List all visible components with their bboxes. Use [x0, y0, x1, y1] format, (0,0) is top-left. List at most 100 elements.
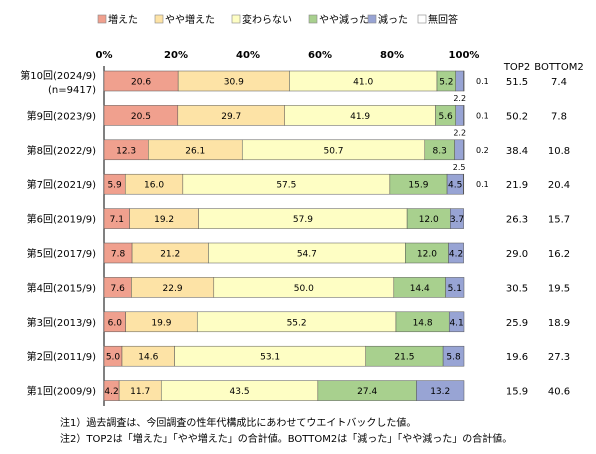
column-header-top2: TOP2 — [503, 62, 530, 73]
bar-segment-5 — [463, 105, 465, 126]
column-value-bottom2: 27.3 — [548, 352, 570, 363]
column-value-top2: 29.0 — [506, 249, 528, 260]
bar-segment-4 — [448, 242, 464, 264]
bar-segment-4 — [445, 277, 465, 298]
bar-segment-5 — [463, 139, 465, 161]
data-label: 12.3 — [116, 146, 136, 156]
data-label: 15.9 — [408, 181, 428, 191]
data-label: 5.0 — [106, 353, 121, 363]
bar-segment-4 — [455, 70, 464, 92]
legend-label-2: 変わらない — [242, 13, 292, 26]
data-label: 53.1 — [260, 353, 280, 363]
category-label: 第10回(2024/9) — [20, 69, 96, 82]
column-value-bottom2: 7.8 — [551, 111, 567, 122]
bar-segment-4 — [450, 208, 464, 229]
column-value-bottom2: 40.6 — [548, 387, 570, 398]
legend-swatch-1 — [154, 14, 164, 24]
x-tick-label: 40% — [236, 50, 260, 61]
legend-label-5: 無回答 — [428, 13, 458, 26]
data-label: 41.9 — [350, 112, 370, 122]
x-tick-label: 80% — [380, 50, 404, 61]
data-label: 54.7 — [297, 250, 317, 260]
category-label: 第1回(2009/9) — [27, 385, 96, 398]
note-2: 注2）TOP2は「増えた」「やや増えた」の合計値。BOTTOM2は「減った」「や… — [60, 434, 513, 445]
data-label: 21.2 — [160, 250, 180, 260]
data-label: 19.9 — [151, 318, 171, 328]
data-label: 41.0 — [353, 78, 373, 88]
data-label: 20.5 — [131, 112, 151, 122]
data-label: 29.7 — [221, 112, 241, 122]
data-label: 57.5 — [276, 181, 296, 191]
category-label: 第8回(2022/9) — [27, 144, 96, 157]
data-label: 3.7 — [450, 215, 464, 225]
x-tick-label: 100% — [449, 50, 480, 61]
bar-segment-5 — [463, 173, 465, 195]
legend-label-4: 減った — [378, 13, 408, 26]
x-tick-label: 60% — [308, 50, 332, 61]
legend-label-3: やや減った — [319, 13, 369, 26]
column-value-top2: 30.5 — [506, 283, 528, 294]
data-label: 5.1 — [448, 284, 462, 294]
data-label: 4.5 — [448, 181, 462, 191]
bar-segment-4 — [416, 380, 465, 401]
data-label: 30.9 — [224, 78, 244, 88]
bar-segment-4 — [442, 345, 465, 367]
data-label: 43.5 — [230, 387, 250, 397]
data-label: 4.1 — [449, 318, 463, 328]
data-label: 16.0 — [144, 181, 164, 191]
data-label: 7.8 — [111, 250, 126, 260]
data-label: 0.1 — [476, 77, 489, 86]
data-label: 50.7 — [323, 146, 343, 156]
column-value-bottom2: 16.2 — [548, 249, 570, 260]
legend-swatch-3 — [308, 14, 318, 24]
legend-swatch-4 — [367, 14, 377, 24]
data-label: 0.1 — [476, 111, 489, 120]
column-value-top2: 19.6 — [506, 352, 528, 363]
data-label: 2.5 — [453, 163, 466, 172]
column-value-top2: 38.4 — [506, 146, 528, 157]
column-value-top2: 51.5 — [506, 77, 528, 88]
data-label: 0.2 — [476, 146, 489, 155]
data-label: 27.4 — [357, 387, 377, 397]
column-value-bottom2: 19.5 — [548, 283, 570, 294]
data-label: 5.9 — [107, 181, 122, 191]
column-value-top2: 50.2 — [506, 111, 528, 122]
data-label: 2.2 — [453, 128, 466, 137]
legend-label-0: 増えた — [108, 13, 138, 26]
column-value-top2: 25.9 — [506, 318, 528, 329]
legend-swatch-5 — [417, 14, 427, 24]
column-value-top2: 21.9 — [506, 180, 528, 191]
data-label: 8.3 — [433, 146, 447, 156]
category-label: 第7回(2021/9) — [27, 178, 96, 191]
column-value-top2: 15.9 — [506, 387, 528, 398]
category-sublabel: (n=9417) — [48, 85, 96, 96]
data-label: 12.0 — [417, 250, 437, 260]
data-label: 50.0 — [294, 284, 314, 294]
category-label: 第3回(2013/9) — [27, 316, 96, 329]
legend-label-1: やや増えた — [165, 13, 215, 26]
column-value-bottom2: 18.9 — [548, 318, 570, 329]
data-label: 14.8 — [413, 318, 433, 328]
bar-segment-4 — [448, 311, 465, 333]
data-label: 0.1 — [476, 180, 489, 189]
data-label: 19.2 — [154, 215, 174, 225]
data-label: 21.5 — [394, 353, 414, 363]
category-label: 第2回(2011/9) — [27, 350, 96, 363]
column-header-bottom2: BOTTOM2 — [534, 62, 583, 73]
data-label: 6.0 — [108, 318, 123, 328]
data-label: 22.9 — [163, 284, 183, 294]
x-tick-label: 0% — [96, 50, 113, 61]
data-label: 7.6 — [111, 284, 126, 294]
column-value-bottom2: 10.8 — [548, 146, 570, 157]
data-label: 14.6 — [138, 353, 158, 363]
column-value-bottom2: 7.4 — [551, 77, 567, 88]
category-label: 第4回(2015/9) — [27, 281, 96, 294]
data-label: 14.4 — [410, 284, 430, 294]
x-tick-label: 20% — [164, 50, 188, 61]
data-label: 13.2 — [430, 387, 450, 397]
column-value-bottom2: 20.4 — [548, 180, 570, 191]
data-label: 4.2 — [449, 250, 463, 260]
data-label: 55.2 — [287, 318, 307, 328]
category-label: 第6回(2019/9) — [27, 213, 96, 226]
